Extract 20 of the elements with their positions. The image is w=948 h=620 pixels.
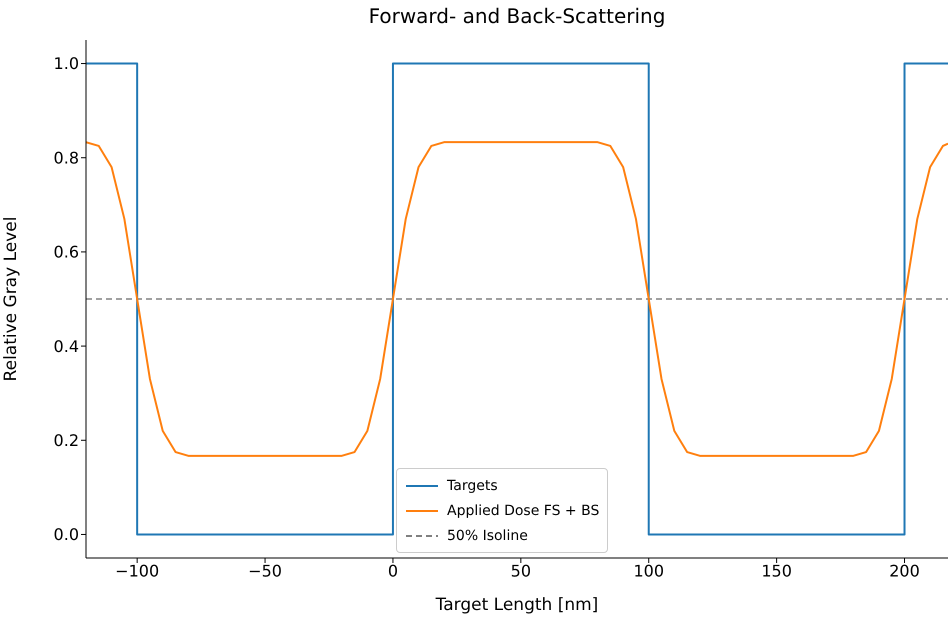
x-tick-label: 200 (889, 561, 920, 580)
y-axis-title: Relative Gray Level (1, 216, 22, 382)
legend-label: Applied Dose FS + BS (447, 502, 600, 518)
legend-label: 50% Isoline (447, 528, 528, 544)
y-tick-label: 0.2 (54, 430, 79, 450)
y-tick-label: 0.4 (54, 336, 79, 356)
x-tick-label: 100 (633, 561, 664, 580)
x-axis-title: Target Length [nm] (434, 595, 598, 615)
y-tick-label: 0.8 (54, 148, 79, 168)
chart-title: Forward- and Back-Scattering (368, 4, 666, 28)
y-tick-label: 0.6 (54, 242, 79, 262)
y-tick-label: 0.0 (54, 525, 79, 544)
y-tick-label: 1.0 (54, 54, 79, 74)
x-tick-label: 0 (388, 561, 398, 580)
legend-label: Targets (447, 478, 498, 494)
x-tick-label: 150 (761, 561, 792, 580)
x-tick-label: −50 (248, 561, 282, 580)
x-tick-label: 50 (510, 561, 532, 580)
line-series (86, 141, 948, 457)
x-tick-label: −100 (115, 561, 160, 580)
